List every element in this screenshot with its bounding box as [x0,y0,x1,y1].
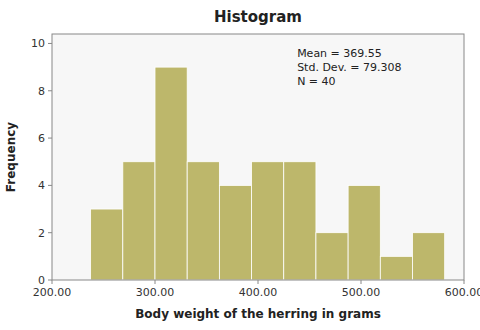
bar [380,256,412,280]
bar [413,233,445,280]
bar [316,233,348,280]
bar [187,162,219,280]
x-tick [52,280,53,284]
x-tick [258,280,259,284]
bar [284,162,316,280]
y-tick [48,90,52,91]
x-tick [464,280,465,284]
y-tick-label: 6 [38,132,45,145]
y-tick [48,185,52,186]
chart: 200.00 300.00 400.00 500.00 600.00 0 2 4 6 8 10 His… [0,0,480,330]
y-tick [48,43,52,44]
x-tick-label: 500.00 [342,286,381,299]
stats-line: Mean = 369.55 [297,47,382,60]
bar [123,162,155,280]
y-tick-label: 10 [31,37,45,50]
bar [348,185,380,280]
stats-annotation: Mean = 369.55Std. Dev. = 79.308N = 40 [297,47,401,88]
x-tick-label: 200.00 [33,286,72,299]
stats-line: N = 40 [297,75,335,88]
stats-line: Std. Dev. = 79.308 [297,61,401,74]
y-tick-label: 8 [38,85,45,98]
y-tick-label: 2 [38,227,45,240]
x-tick-label: 600.00 [445,286,480,299]
y-axis-label: Frequency [4,122,18,192]
x-tick-label: 400.00 [239,286,278,299]
bar [219,185,251,280]
bar [252,162,284,280]
x-tick [361,280,362,284]
bar [155,67,187,280]
y-tick [48,280,52,281]
plot-frame [52,34,464,280]
x-axis-label: Body weight of the herring in grams [135,307,381,321]
title: Histogram [214,8,302,26]
y-tick-label: 4 [38,179,45,192]
bars [91,67,445,280]
x-tick-label: 300.00 [136,286,175,299]
bar [91,209,123,280]
y-tick [48,232,52,233]
plot-background [52,34,464,280]
x-tick [155,280,156,284]
y-tick [48,138,52,139]
y-tick-label: 0 [38,274,45,287]
